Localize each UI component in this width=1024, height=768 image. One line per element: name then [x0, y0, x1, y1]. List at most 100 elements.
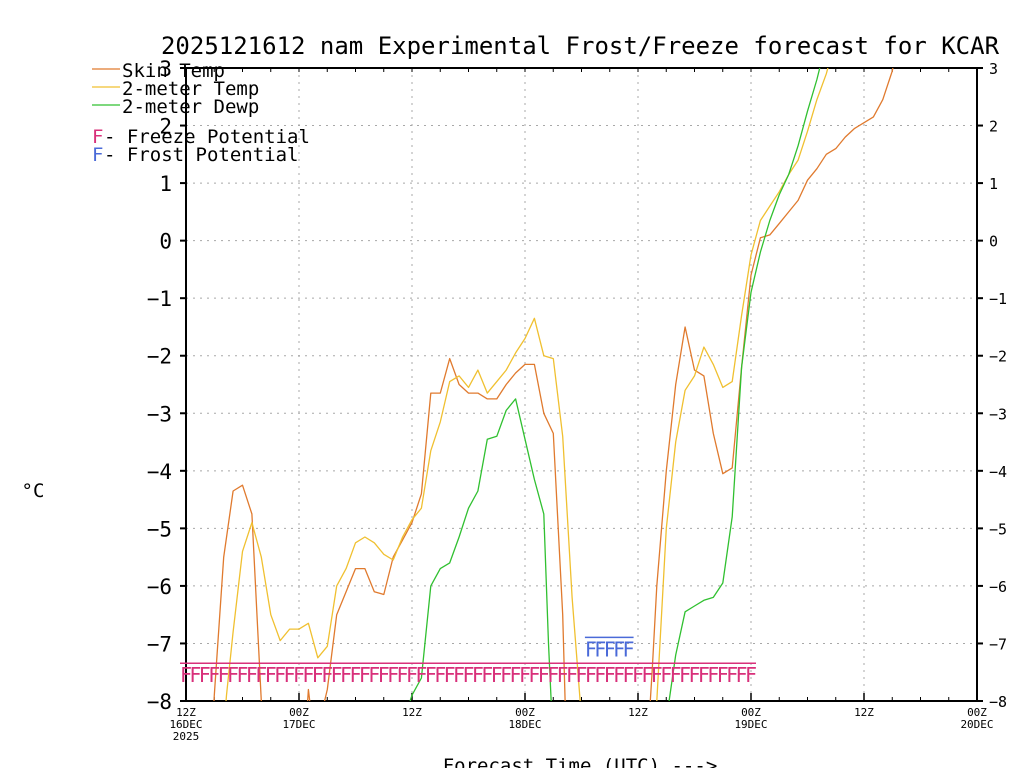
- freeze-marker: F: [717, 663, 729, 687]
- freeze-marker: F: [312, 663, 324, 687]
- axis-ticks: 3 3 2 2 1 1 0 0 −1 −1 −2 −2 −3 −3 −4 −4 −5 −5 −6 −6 −7 −7 −8 −8…: [147, 57, 1007, 743]
- x-tick-label: 00Z: [515, 706, 535, 719]
- freeze-marker: F: [623, 663, 635, 687]
- freeze-marker: F: [594, 663, 606, 687]
- freeze-marker: F: [265, 663, 277, 687]
- plot-frame: [185, 67, 978, 702]
- y-tick-label-right: −8: [989, 693, 1007, 711]
- grid-lines: [186, 68, 977, 701]
- freeze-marker: F: [679, 663, 691, 687]
- freeze-marker: F: [585, 663, 597, 687]
- freeze-marker: F: [491, 663, 503, 687]
- y-axis-label: °C: [22, 480, 45, 502]
- x-tick-label: 18DEC: [508, 718, 541, 731]
- y-tick-label-right: −1: [989, 290, 1007, 308]
- y-tick-label-left: −7: [147, 632, 172, 656]
- freeze-marker: F: [453, 663, 465, 687]
- y-tick-label-right: 1: [989, 175, 998, 193]
- y-tick-label-left: 2: [159, 115, 172, 139]
- freeze-marker: F: [368, 663, 380, 687]
- freeze-marker: F: [481, 663, 493, 687]
- legend-marker-label: - Freeze Potential: [104, 126, 310, 148]
- freeze-marker: F: [387, 663, 399, 687]
- y-tick-label-left: −2: [147, 345, 172, 369]
- x-tick-label: 2025: [173, 730, 200, 743]
- freeze-marker: F: [406, 663, 418, 687]
- freeze-marker: F: [566, 663, 578, 687]
- freeze-marker: F: [415, 663, 427, 687]
- frost-marker: F: [585, 637, 597, 661]
- freeze-marker: F: [378, 663, 390, 687]
- frost-marker: F: [613, 637, 625, 661]
- freeze-marker: F: [236, 663, 248, 687]
- freeze-marker: F: [651, 663, 663, 687]
- freeze-marker: F: [180, 663, 192, 687]
- freeze-marker: F: [302, 663, 314, 687]
- freeze-marker: F: [331, 663, 343, 687]
- frost-marker: F: [604, 637, 616, 661]
- x-axis-label: Forecast Time (UTC) --->: [443, 755, 718, 768]
- freeze-marker: F: [557, 663, 569, 687]
- freeze-marker: F: [575, 663, 587, 687]
- chart-title: 2025121612 nam Experimental Frost/Freeze…: [161, 32, 1000, 60]
- freeze-marker: F: [670, 663, 682, 687]
- potential-markers: FFFFFFFFFFFFFFFFFFFFFFFFFFFFFFFFFFFFFFFF…: [180, 636, 757, 687]
- freeze-marker: F: [444, 663, 456, 687]
- y-tick-label-left: −5: [147, 517, 172, 541]
- x-tick-label: 12Z: [628, 706, 648, 719]
- y-tick-label-right: −6: [989, 578, 1007, 596]
- frost-marker: F: [623, 637, 635, 661]
- freeze-marker: F: [293, 663, 305, 687]
- y-tick-label-right: 2: [989, 118, 998, 136]
- legend-label: 2-meter Temp: [122, 78, 259, 100]
- y-tick-label-right: −7: [989, 635, 1007, 653]
- freeze-marker: F: [255, 663, 267, 687]
- freeze-marker: F: [660, 663, 672, 687]
- freeze-marker: F: [745, 663, 757, 687]
- freeze-marker: F: [434, 663, 446, 687]
- y-tick-label-left: −4: [147, 460, 172, 484]
- series-line-skin-temp: [213, 68, 894, 701]
- freeze-marker: F: [284, 663, 296, 687]
- legend-marker-label: - Frost Potential: [104, 144, 298, 166]
- x-tick-label: 12Z: [854, 706, 874, 719]
- freeze-marker: F: [218, 663, 230, 687]
- freeze-marker: F: [227, 663, 239, 687]
- y-tick-label-left: 0: [159, 230, 172, 254]
- freeze-marker: F: [547, 663, 559, 687]
- freeze-marker: F: [604, 663, 616, 687]
- y-tick-label-right: 3: [989, 60, 998, 78]
- y-tick-label-right: −5: [989, 520, 1007, 538]
- y-tick-label-left: −1: [147, 287, 172, 311]
- freeze-marker: F: [519, 663, 531, 687]
- freeze-marker: F: [510, 663, 522, 687]
- freeze-marker: F: [641, 663, 653, 687]
- freeze-marker: F: [321, 663, 333, 687]
- legend-label: Skin Temp: [122, 60, 225, 82]
- freeze-marker: F: [425, 663, 437, 687]
- y-tick-label-right: −4: [989, 463, 1007, 481]
- freeze-marker: F: [528, 663, 540, 687]
- freeze-marker: F: [538, 663, 550, 687]
- y-tick-label-left: −8: [147, 690, 172, 714]
- data-series: [213, 68, 894, 701]
- freeze-marker: F: [462, 663, 474, 687]
- freeze-marker: F: [707, 663, 719, 687]
- x-tick-label: 12Z: [176, 706, 196, 719]
- y-tick-label-left: −3: [147, 402, 172, 426]
- x-tick-label: 16DEC: [169, 718, 202, 731]
- y-tick-label-right: −2: [989, 348, 1007, 366]
- freeze-marker: F: [274, 663, 286, 687]
- x-tick-label: 17DEC: [282, 718, 315, 731]
- y-tick-label-left: −6: [147, 575, 172, 599]
- series-line-2-meter-temp: [225, 68, 829, 701]
- freeze-marker: F: [632, 663, 644, 687]
- freeze-marker: F: [472, 663, 484, 687]
- x-tick-label: 00Z: [289, 706, 309, 719]
- freeze-marker: F: [500, 663, 512, 687]
- legend-label: 2-meter Dewp: [122, 96, 259, 118]
- y-tick-label-right: 0: [989, 233, 998, 251]
- x-tick-label: 00Z: [967, 706, 987, 719]
